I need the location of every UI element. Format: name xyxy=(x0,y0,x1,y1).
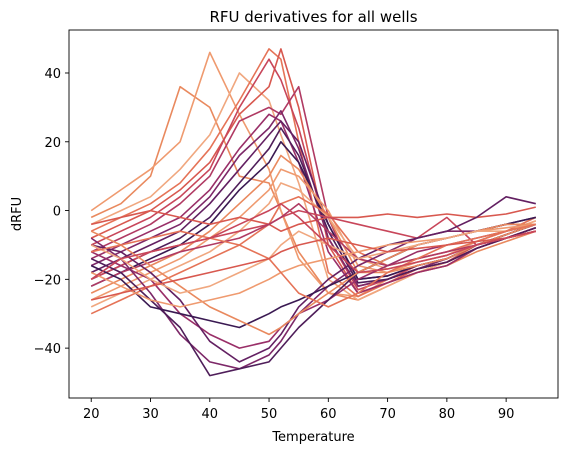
y-tick-label: 0 xyxy=(53,205,61,220)
x-axis-ticks: 20 30 40 50 60 70 80 90 xyxy=(83,398,514,422)
series-line xyxy=(90,85,537,301)
series-line xyxy=(90,154,537,294)
y-tick-label: 40 xyxy=(44,67,61,82)
x-tick-label: 70 xyxy=(379,407,396,422)
series-line xyxy=(90,202,536,287)
chart-title: RFU derivatives for all wells xyxy=(209,8,417,26)
series-line xyxy=(90,223,536,294)
plot-frame xyxy=(68,29,559,399)
series-line xyxy=(91,206,536,232)
y-axis-ticks: −40 −20 0 20 40 xyxy=(34,67,69,357)
series-line xyxy=(91,230,536,301)
x-tick-label: 30 xyxy=(142,407,159,422)
x-tick-label: 90 xyxy=(498,407,515,422)
series-line xyxy=(90,127,537,284)
x-tick-label: 50 xyxy=(261,407,278,422)
x-tick-label: 40 xyxy=(201,407,218,422)
x-tick-label: 60 xyxy=(320,407,337,422)
series-line xyxy=(91,223,536,308)
series-line xyxy=(90,196,537,315)
plot-lines xyxy=(90,48,537,377)
x-axis-title: Temperature xyxy=(271,430,354,445)
y-tick-label: −20 xyxy=(34,273,61,288)
y-tick-label: −40 xyxy=(34,342,61,357)
series-line xyxy=(91,196,536,363)
y-tick-label: 20 xyxy=(44,136,61,151)
series-line xyxy=(90,48,537,294)
x-tick-label: 20 xyxy=(83,407,100,422)
series-line xyxy=(90,202,536,280)
y-axis-title: dRFU xyxy=(10,197,25,231)
series-line xyxy=(90,182,537,308)
x-tick-label: 80 xyxy=(439,407,456,422)
